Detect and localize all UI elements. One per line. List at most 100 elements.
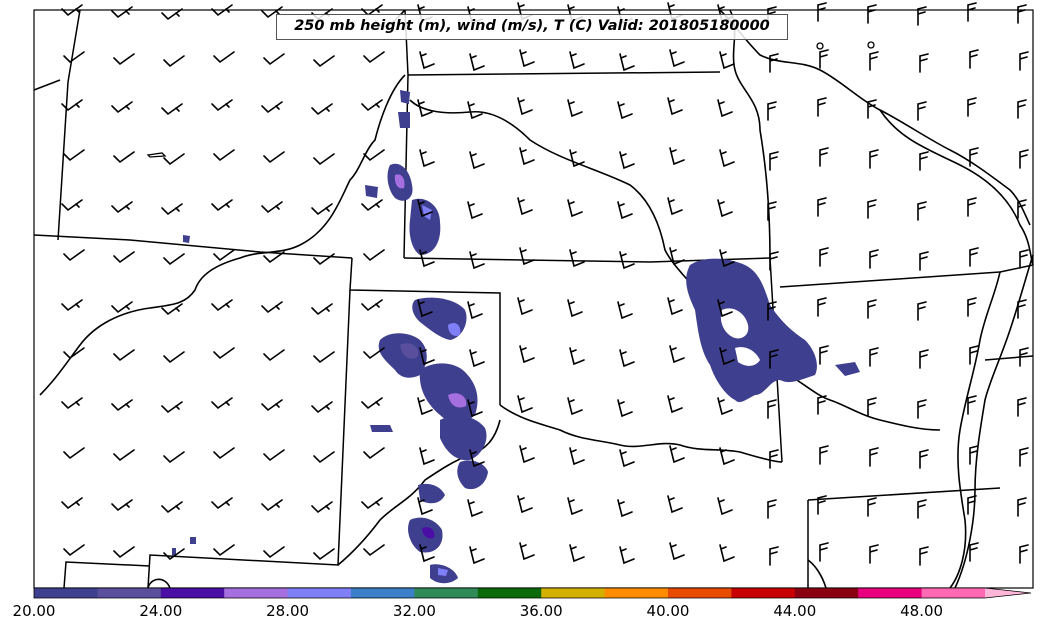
wind-barb	[517, 197, 533, 216]
colorbar-segment	[541, 588, 606, 598]
wind-barb	[1017, 397, 1027, 417]
wind-barb	[111, 6, 133, 19]
wind-barb	[313, 548, 335, 561]
wind-barb	[311, 501, 333, 514]
wind-barb	[161, 401, 183, 414]
colorbar-outline	[33, 587, 1032, 599]
wind-barb	[919, 546, 929, 566]
river-and-wavy-borders	[39, 9, 1034, 589]
wind-barb	[917, 499, 927, 519]
wind-barb	[819, 345, 829, 365]
wind-barb	[919, 349, 929, 369]
wind-barb	[869, 347, 879, 367]
wind-barb	[819, 542, 829, 562]
colorbar-tick-label: 48.00	[900, 602, 944, 620]
wind-barb	[817, 2, 827, 22]
wind-barb	[569, 347, 585, 366]
colorbar-extend-arrow	[985, 588, 1031, 598]
wind-barb	[917, 101, 927, 121]
wind-barb	[263, 546, 285, 559]
wind-barb	[667, 197, 683, 216]
wind-barb	[467, 301, 483, 320]
wind-barb	[769, 151, 779, 171]
wind-barb	[719, 544, 735, 563]
wind-barb	[517, 297, 533, 316]
wind-barb	[669, 147, 685, 166]
wind-barb	[61, 99, 83, 112]
wind-barb	[419, 544, 435, 563]
wind-barb	[419, 347, 435, 366]
wind-barb	[161, 501, 183, 514]
wind-barb	[519, 345, 535, 364]
wind-barb	[869, 447, 879, 467]
wind-barb	[313, 253, 335, 266]
wind-barb	[113, 251, 135, 264]
wind-barb	[1017, 99, 1027, 119]
wind-barb	[967, 395, 977, 415]
wind-barb	[163, 548, 185, 561]
wind-barb	[163, 451, 185, 464]
wind-barb	[867, 4, 877, 24]
wind-barb	[111, 399, 133, 412]
wind-barb	[569, 149, 585, 168]
wind-barb	[263, 151, 285, 164]
wind-barb	[63, 447, 85, 460]
colorbar-segment	[858, 588, 923, 598]
wind-barb	[817, 97, 827, 117]
colorbar	[33, 587, 1032, 599]
wind-barb	[417, 99, 433, 118]
wind-barb	[969, 49, 979, 69]
colorbar-tick-label: 40.00	[646, 602, 690, 620]
wind-barb	[767, 101, 777, 121]
wind-barb	[361, 299, 383, 312]
wind-barb	[719, 347, 735, 366]
wind-barb	[567, 99, 583, 118]
wind-barb	[1017, 299, 1027, 319]
wind-barb	[61, 199, 83, 212]
wind-barb	[469, 53, 485, 72]
wind-barb	[667, 97, 683, 116]
wind-barb	[113, 449, 135, 462]
wind-barb	[261, 201, 283, 214]
wind-barb	[669, 247, 685, 266]
wind-barb	[261, 399, 283, 412]
wind-barb	[61, 397, 83, 410]
wind-barb	[163, 253, 185, 266]
wind-barb	[567, 299, 583, 318]
wind-barb	[311, 401, 333, 414]
wind-barb	[519, 445, 535, 464]
wind-barb	[419, 51, 435, 70]
wind-barb	[161, 303, 183, 316]
wind-barb	[819, 147, 829, 167]
wind-barb	[361, 199, 383, 212]
wind-barb	[363, 347, 385, 360]
colorbar-segment	[668, 588, 732, 598]
colorbar-segment	[97, 588, 162, 598]
wind-barb	[867, 497, 877, 517]
wind-barb	[263, 349, 285, 362]
wind-barb	[719, 447, 735, 466]
wind-barb	[467, 101, 483, 120]
wind-barb	[419, 447, 435, 466]
wind-barb	[519, 247, 535, 266]
wind-barb	[1019, 249, 1029, 269]
wind-barb	[469, 251, 485, 270]
wind-barb	[211, 4, 233, 17]
wind-barb	[819, 49, 829, 69]
wind-barb	[717, 99, 733, 118]
map-frame	[33, 9, 1034, 589]
wind-barb	[819, 445, 829, 465]
wind-barb	[617, 101, 633, 120]
wind-barb	[567, 397, 583, 416]
wind-barb	[617, 201, 633, 220]
wind-barb	[313, 55, 335, 68]
wind-barb	[519, 542, 535, 561]
wind-barb	[361, 99, 383, 112]
wind-barb	[619, 449, 635, 468]
colorbar-tick-label: 24.00	[139, 602, 183, 620]
wind-barb	[919, 53, 929, 73]
wind-barb	[719, 149, 735, 168]
temperature-shading	[172, 90, 860, 584]
wind-barb	[817, 297, 827, 317]
wind-barb	[211, 99, 233, 112]
